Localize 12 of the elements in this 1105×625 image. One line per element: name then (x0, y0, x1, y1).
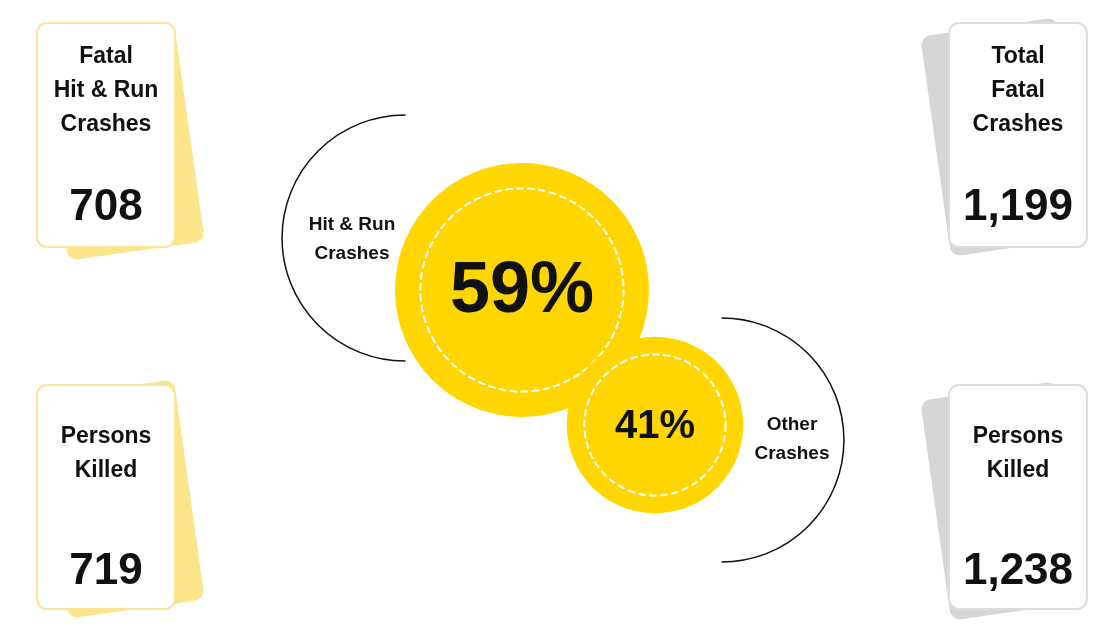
category-label: Fatal Hit & Run Crashes (53, 42, 159, 137)
category-label: Total Fatal Crashes (972, 42, 1064, 137)
category-label: Persons Killed (972, 422, 1064, 483)
category-label: Persons Killed (60, 422, 152, 483)
data-label: 1,199 (962, 180, 1074, 230)
data-label: 59% (449, 246, 595, 327)
data-label: 708 (69, 180, 143, 230)
category-label: Other Crashes (754, 413, 830, 464)
data-label: 41% (614, 402, 696, 447)
category-label: Hit & Run Crashes (308, 213, 396, 264)
data-label: 719 (69, 544, 143, 594)
data-label: 1,238 (962, 544, 1074, 594)
